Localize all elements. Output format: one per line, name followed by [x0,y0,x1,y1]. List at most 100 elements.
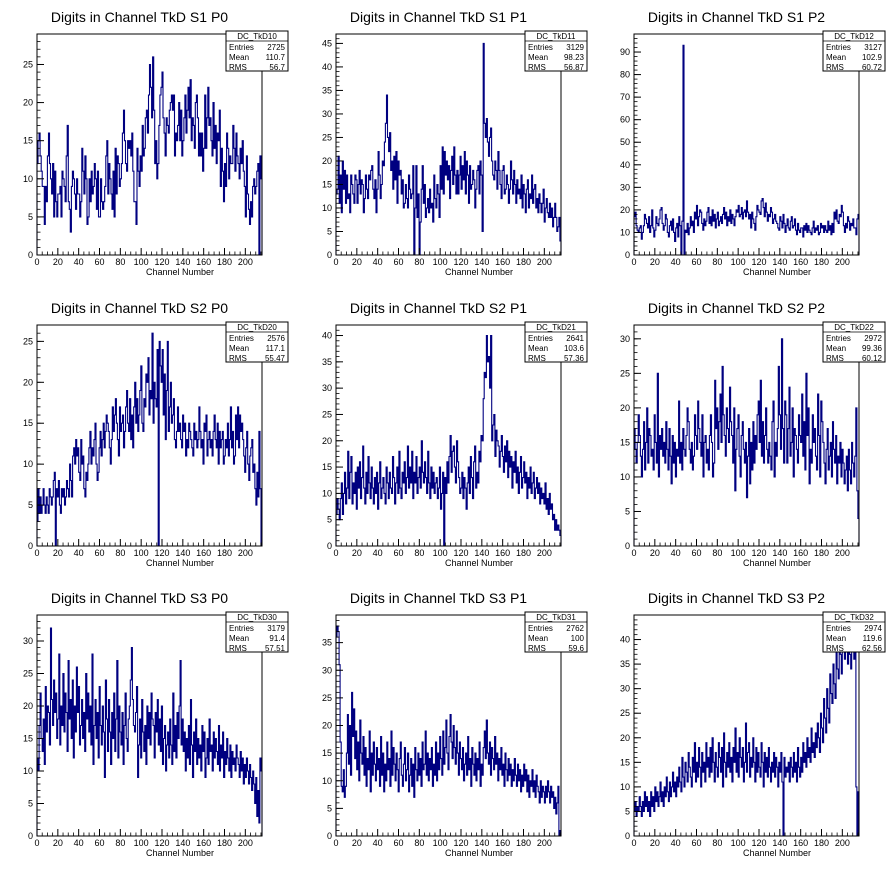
x-tick-label: 100 [134,548,149,558]
stats-label: Mean [229,53,249,62]
stats-value: 57.36 [564,354,585,363]
histogram-series [633,338,860,546]
stats-value: 98.23 [564,53,585,62]
stats-box-frame [822,321,886,363]
stats-value: 102.9 [862,53,883,62]
stats-label: RMS [826,63,844,72]
y-tick-label: 25 [23,59,33,69]
x-axis-label: Channel Number [445,558,513,568]
x-tick-label: 180 [217,548,232,558]
histogram-panel-1: Digits in Channel TkD S1 P00 20 40 60 80 100 1… [23,9,289,277]
histogram-series [633,44,860,256]
y-tick-label: 10 [23,766,33,776]
stats-value: 3179 [267,624,285,633]
x-axis-label: Channel Number [743,848,811,858]
stats-value: 99.36 [862,344,883,353]
stats-value: 117.1 [266,344,286,353]
histogram-panel-2: Digits in Channel TkD S1 P10 20 40 60 80 100 1… [322,9,588,277]
stats-box: DC_TkD32 Entries 2974 Mean 119.6 RMS 62.56 [822,611,886,653]
x-tick-label: 0 [333,838,338,848]
stats-box: DC_TkD21 Entries 2641 Mean 103.6 RMS 57.36 [524,321,588,363]
x-tick-label: 80 [712,257,722,267]
stats-value: 56.87 [564,63,585,72]
x-tick-label: 180 [516,548,531,558]
stats-label: Entries [229,43,254,52]
stats-value: 62.56 [862,644,883,653]
x-tick-label: 60 [393,548,403,558]
y-tick-label: 0 [625,831,630,841]
x-tick-label: 20 [650,548,660,558]
stats-box: DC_TkD22 Entries 2972 Mean 99.36 RMS 60.12 [822,321,886,363]
x-tick-label: 100 [731,548,746,558]
y-tick-label: 15 [620,437,630,447]
x-tick-label: 160 [793,257,808,267]
x-tick-label: 120 [154,548,169,558]
y-tick-label: 15 [322,462,332,472]
x-axis-label: Channel Number [743,267,811,277]
stats-value: 60.72 [862,63,883,72]
x-tick-label: 180 [814,257,829,267]
histogram-panel-3: Digits in Channel TkD S1 P20 20 40 60 80 100 1… [620,9,886,277]
x-axis-label: Channel Number [445,848,513,858]
x-tick-label: 80 [115,838,125,848]
stats-label: Entries [826,43,851,52]
stats-value: 91.4 [269,634,285,643]
x-tick-label: 60 [691,548,701,558]
y-tick-label: 25 [620,708,630,718]
x-tick-label: 20 [352,548,362,558]
histogram-panel-8: Digits in Channel TkD S3 P10 20 40 60 80 100 1… [322,590,588,858]
x-axis-label: Channel Number [445,267,513,277]
y-tick-label: 40 [322,62,332,72]
stats-label: RMS [229,63,247,72]
y-tick-label: 5 [28,500,33,510]
stats-label: Mean [528,634,548,643]
y-tick-label: 25 [322,132,332,142]
stats-value: 100 [571,634,585,643]
y-tick-label: 35 [322,357,332,367]
stats-box-frame [822,30,886,72]
y-tick-label: 20 [23,701,33,711]
x-tick-label: 80 [414,257,424,267]
x-tick-label: 120 [751,257,766,267]
x-tick-label: 160 [495,257,510,267]
stats-label: RMS [528,644,546,653]
y-tick-label: 30 [23,636,33,646]
x-tick-label: 120 [154,838,169,848]
y-tick-label: 90 [620,47,630,57]
x-tick-label: 100 [731,257,746,267]
x-tick-label: 20 [352,257,362,267]
y-tick-label: 10 [322,776,332,786]
stats-box: DC_TkD11 Entries 3129 Mean 98.23 RMS 56.87 [524,30,588,72]
histogram-series [36,627,263,836]
stats-label: Entries [229,624,254,633]
y-tick-label: 5 [327,515,332,525]
x-tick-label: 120 [453,257,468,267]
x-tick-label: 100 [433,548,448,558]
stats-value: 2972 [864,334,882,343]
x-tick-label: 40 [671,838,681,848]
y-tick-label: 15 [322,748,332,758]
stats-label: Mean [826,634,846,643]
x-tick-label: 60 [691,257,701,267]
stats-name: DC_TkD20 [237,323,277,332]
x-tick-label: 140 [175,838,190,848]
x-tick-label: 40 [671,548,681,558]
stats-name: DC_TkD12 [834,32,874,41]
y-tick-label: 25 [23,669,33,679]
x-tick-label: 0 [333,257,338,267]
histogram-panel-9: Digits in Channel TkD S3 P20 20 40 60 80 100 1… [620,590,886,858]
x-tick-label: 200 [238,257,253,267]
x-tick-label: 140 [474,257,489,267]
panel-title: Digits in Channel TkD S3 P2 [648,590,825,606]
stats-value: 2725 [267,43,285,52]
stats-value: 3127 [864,43,882,52]
y-tick-label: 10 [23,174,33,184]
x-tick-label: 120 [453,548,468,558]
x-tick-label: 120 [154,257,169,267]
stats-label: RMS [528,354,546,363]
x-tick-label: 60 [94,257,104,267]
y-tick-label: 0 [28,831,33,841]
x-tick-label: 160 [495,838,510,848]
x-tick-label: 40 [373,548,383,558]
